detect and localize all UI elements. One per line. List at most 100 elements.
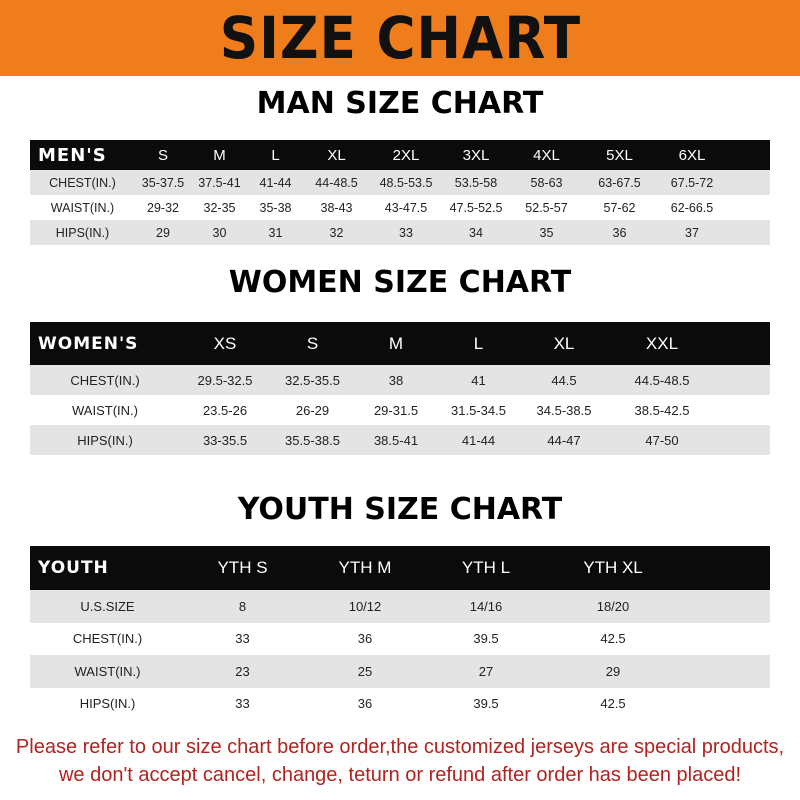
measurement-cell: 43-47.5 [384,200,428,215]
row-label: CHEST(IN.) [30,170,135,195]
size-header: M [191,140,248,170]
measurement-cell: 10/12 [300,590,430,623]
measurement-cell: 67.5-72 [656,170,728,195]
header-filler [728,140,770,170]
measurement-cell: 39.5 [473,696,499,712]
table-row: WAIST(IN.) 29-32 32-35 35-38 38-43 43-47.5 47.… [30,195,770,220]
size-header: 6XL [656,140,728,170]
notice: Please refer to our size chart before or… [0,733,800,789]
table-row: CHEST(IN.) 35-37.5 37.5-41 41-44 44-48.5 48.5… [30,170,770,195]
row-filler [684,590,770,623]
measurement-cell: 41-44 [248,170,303,195]
measurement-cell: 35 [510,220,583,245]
row-label: HIPS(IN.) [30,425,180,455]
table-row: HIPS(IN.) 33-35.5 35.5-38.5 38.5-41 41-44 44-… [30,425,770,455]
size-header: L [437,322,520,365]
size-header: S [270,322,355,365]
measurement-cell: 29-32 [147,200,179,215]
men-section-title: MAN SIZE CHART [256,86,544,121]
row-label: CHEST(IN.) [72,631,143,647]
table-row: WAIST(IN.) 23.5-26 26-29 29-31.5 31.5-34.5 34… [30,395,770,425]
measurement-cell: 52.5-57 [525,200,568,215]
youth-size-table: YOUTH YTH S YTH M YTH L YTH XL U.S.SIZE 8 10/12… [30,546,770,720]
row-label: CHEST(IN.) [30,365,180,395]
size-header: L [248,140,303,170]
header-row: MEN'S S M L XL 2XL 3XL 4XL 5XL 6XL [30,140,770,170]
size-header: YTH L [430,546,542,590]
measurement-cell: 29.5-32.5 [180,365,270,395]
table-row: HIPS(IN.) 33 36 39.5 42.5 [30,688,770,721]
measurement-cell: 42.5 [600,631,626,647]
measurement-cell: 44-48.5 [303,170,370,195]
row-label: HIPS(IN.) [79,696,136,712]
measurement-cell: 33 [235,631,250,647]
row-label: WAIST(IN.) [30,655,185,688]
measurement-cell: 36 [583,220,656,245]
table-label-header: WOMEN'S [30,322,180,365]
measurement-cell: 33 [235,696,250,712]
measurement-cell: 41-44 [437,425,520,455]
men-size-table: MEN'S S M L XL 2XL 3XL 4XL 5XL 6XL CHEST(IN.) 35-37… [30,140,770,245]
measurement-cell: 36 [357,696,373,712]
size-header: 2XL [370,140,442,170]
size-header: YTH XL [542,546,684,590]
measurement-cell: 29 [135,220,191,245]
measurement-cell: 23 [185,655,300,688]
table-row: CHEST(IN.) 29.5-32.5 32.5-35.5 38 41 44.5 44.5… [30,365,770,395]
measurement-cell: 33 [370,220,442,245]
table-row: U.S.SIZE 8 10/12 14/16 18/20 [30,590,770,623]
measurement-cell: 8 [185,590,300,623]
measurement-cell: 42.5 [600,696,626,712]
measurement-cell: 35-38 [259,200,292,215]
measurement-cell: 31 [248,220,303,245]
header-row: WOMEN'S XS S M L XL XXL [30,322,770,365]
table-label-header: YOUTH [30,546,185,590]
row-filler [716,425,770,455]
measurement-cell: 57-62 [603,200,636,215]
women-section-title: WOMEN SIZE CHART [228,265,572,300]
row-filler [716,395,770,425]
women-size-table: WOMEN'S XS S M L XL XXL CHEST(IN.) 29.5-32.5 32.5… [30,322,770,455]
row-label: U.S.SIZE [30,590,185,623]
measurement-cell: 37.5-41 [191,170,248,195]
row-filler [716,365,770,395]
size-header: S [135,140,191,170]
measurement-cell: 34.5-38.5 [536,402,592,418]
row-filler [684,623,770,656]
measurement-cell: 25 [300,655,430,688]
table-row: HIPS(IN.) 29 30 31 32 33 34 35 36 37 [30,220,770,245]
measurement-cell: 44.5-48.5 [608,365,716,395]
size-header: XL [303,140,370,170]
measurement-cell: 47.5-52.5 [449,200,503,215]
measurement-cell: 27 [430,655,542,688]
measurement-cell: 29-31.5 [373,402,419,418]
youth-section-title: YOUTH SIZE CHART [237,492,563,527]
size-header: 3XL [442,140,510,170]
header-filler [716,322,770,365]
measurement-cell: 38 [355,365,437,395]
measurement-cell: 29 [542,655,684,688]
table-row: WAIST(IN.) 23 25 27 29 [30,655,770,688]
row-label: HIPS(IN.) [30,220,135,245]
measurement-cell: 35.5-38.5 [270,425,355,455]
notice-line-1: Please refer to our size chart before or… [15,736,785,758]
measurement-cell: 31.5-34.5 [451,402,506,418]
table-label-header: MEN'S [30,140,135,170]
row-filler [684,655,770,688]
header-filler [684,546,770,590]
measurement-cell: 30 [191,220,248,245]
notice-line-2: we don't accept cancel, change, teturn o… [58,764,742,786]
banner: SIZE CHART [0,0,800,76]
measurement-cell: 33-35.5 [180,425,270,455]
size-header: XXL [608,322,716,365]
size-header: YTH S [185,546,300,590]
size-header: XS [180,322,270,365]
table-row: CHEST(IN.) 33 36 39.5 42.5 [30,623,770,656]
measurement-cell: 63-67.5 [583,170,656,195]
measurement-cell: 14/16 [430,590,542,623]
measurement-cell: 38.5-41 [355,425,437,455]
measurement-cell: 37 [656,220,728,245]
measurement-cell: 38-43 [320,200,353,215]
row-filler [684,688,770,721]
measurement-cell: 39.5 [473,631,499,647]
